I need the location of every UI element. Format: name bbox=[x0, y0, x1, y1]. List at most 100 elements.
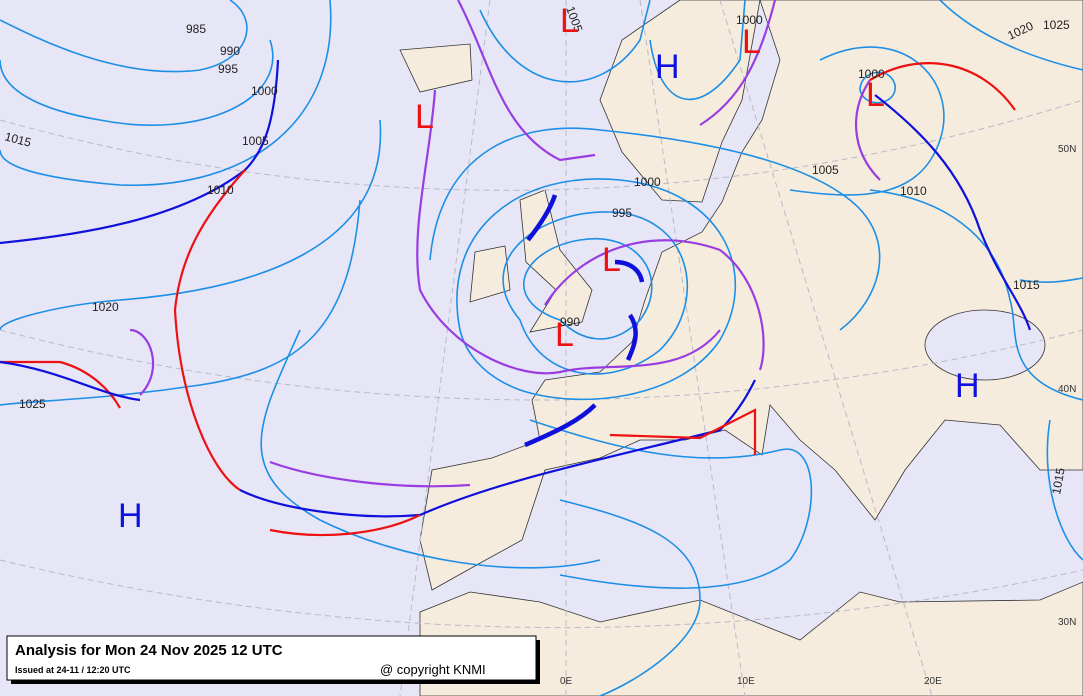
warm-front bbox=[869, 62, 1016, 111]
isobar-label: 1025 bbox=[19, 397, 46, 411]
low-center: L bbox=[555, 316, 574, 354]
warm-front bbox=[173, 169, 246, 491]
ireland bbox=[469, 245, 511, 303]
isobar bbox=[859, 71, 896, 104]
isobar-label: 1010 bbox=[207, 183, 234, 197]
meridian bbox=[399, 0, 491, 696]
title: Analysis for Mon 24 Nov 2025 12 UTC bbox=[15, 642, 283, 659]
high-center: H bbox=[655, 48, 680, 86]
parallel bbox=[0, 329, 1083, 401]
black-sea bbox=[924, 309, 1046, 381]
isobar bbox=[0, 0, 248, 73]
cold-front bbox=[239, 379, 756, 518]
occluded-front bbox=[416, 89, 721, 375]
isobar-label: 990 bbox=[220, 44, 240, 58]
latitude-label: 30N bbox=[1058, 617, 1076, 628]
title-panel bbox=[6, 635, 537, 681]
parallel bbox=[0, 559, 1083, 629]
isobar-label: 1020 bbox=[92, 300, 119, 314]
isobar-label: 1005 bbox=[812, 163, 839, 177]
isobar bbox=[522, 237, 653, 340]
isobar bbox=[559, 499, 701, 696]
trough bbox=[524, 403, 597, 448]
cold-front bbox=[0, 360, 141, 402]
longitude-label: 20E bbox=[924, 676, 942, 687]
iceland bbox=[399, 43, 473, 93]
isobar bbox=[260, 329, 601, 569]
isobar bbox=[939, 0, 1083, 71]
low-center: L bbox=[866, 76, 885, 114]
isobar bbox=[789, 46, 945, 196]
fronts bbox=[0, 0, 1032, 537]
isobar-label: 1000 bbox=[251, 84, 278, 98]
isobar-label: 990 bbox=[560, 315, 580, 329]
isobar bbox=[456, 178, 737, 401]
isobar-label: 1025 bbox=[1043, 18, 1070, 32]
copyright: @ copyright KNMI bbox=[380, 662, 486, 677]
isobar bbox=[0, 199, 361, 406]
longitude-label: 10E bbox=[737, 676, 755, 687]
isobar bbox=[869, 189, 1083, 401]
occluded-front bbox=[269, 460, 471, 488]
occluded-front bbox=[129, 328, 155, 396]
title-box: Analysis for Mon 24 Nov 2025 12 UTC Issu… bbox=[6, 635, 540, 684]
isobar bbox=[0, 0, 332, 186]
isobar-label: 995 bbox=[218, 62, 238, 76]
scandinavia bbox=[599, 0, 761, 203]
meridian bbox=[639, 0, 746, 696]
isobar-label: 995 bbox=[612, 206, 632, 220]
isobar bbox=[1046, 419, 1083, 561]
occluded-front bbox=[457, 0, 596, 162]
parallel bbox=[0, 99, 1083, 191]
isobar-label: 1015 bbox=[3, 129, 33, 150]
isobar-label: 1005 bbox=[242, 134, 269, 148]
isobar bbox=[0, 119, 382, 331]
latitude-label: 50N bbox=[1058, 144, 1076, 155]
africa bbox=[419, 581, 1083, 696]
isobar bbox=[502, 211, 689, 375]
isobar-label: 1000 bbox=[858, 67, 885, 81]
low-center: L bbox=[560, 2, 579, 40]
occluded-front bbox=[544, 239, 765, 371]
isobar bbox=[1019, 277, 1083, 283]
high-center: H bbox=[118, 497, 143, 535]
longitude-label: 0E bbox=[560, 676, 573, 687]
isobar-labels: 985 990 995 1000 1005 1010 1015 1020 102… bbox=[3, 4, 1070, 495]
cold-front bbox=[0, 59, 280, 245]
occluded-front bbox=[699, 0, 777, 126]
latitude-label: 40N bbox=[1058, 384, 1076, 395]
warm-front bbox=[609, 408, 757, 455]
trough bbox=[625, 313, 638, 361]
europe bbox=[419, 0, 1083, 591]
high-center: H bbox=[955, 367, 980, 405]
isobar-label: 1015 bbox=[1013, 278, 1040, 292]
trough bbox=[526, 194, 558, 242]
land bbox=[399, 0, 1083, 696]
meridian bbox=[719, 0, 933, 696]
isobar-label: 1000 bbox=[634, 175, 661, 189]
low-center: L bbox=[602, 241, 621, 279]
isobar bbox=[0, 39, 274, 127]
pressure-centers: L L L L L L H H H bbox=[118, 2, 980, 535]
warm-front bbox=[0, 360, 121, 409]
low-center: L bbox=[742, 23, 761, 61]
isobar-label: 1015 bbox=[1049, 466, 1067, 495]
isobar-label: 985 bbox=[186, 22, 206, 36]
isobar bbox=[649, 0, 746, 101]
isobar-label: 1010 bbox=[900, 184, 927, 198]
isobar-label: 1000 bbox=[736, 13, 763, 27]
issued: Issued at 24-11 / 12:20 UTC bbox=[15, 665, 131, 675]
isobar bbox=[529, 419, 813, 589]
trough bbox=[614, 259, 645, 283]
low-center: L bbox=[415, 98, 434, 136]
warm-front bbox=[269, 514, 421, 537]
occluded-front bbox=[854, 79, 881, 181]
cold-front bbox=[874, 94, 1032, 331]
isobar bbox=[479, 0, 651, 83]
graticule-labels: 50N 40N 30N 0E 10E 20E bbox=[560, 144, 1076, 687]
isobar bbox=[429, 127, 881, 331]
